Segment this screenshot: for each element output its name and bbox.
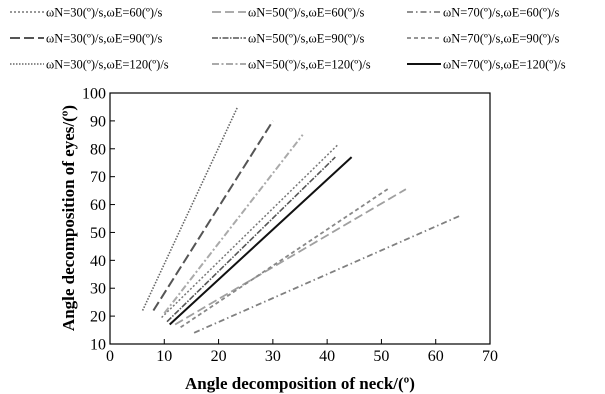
series-line-6 xyxy=(180,187,391,329)
series-line-9 xyxy=(169,156,353,326)
y-tick-label: 70 xyxy=(90,169,106,186)
legend-label: ωN=50(º)/s,ωE=120(º)/s xyxy=(248,58,371,72)
legend-item: ωN=70(º)/s,ωE=120(º)/s xyxy=(407,58,566,72)
x-tick-label: 30 xyxy=(265,348,281,365)
series-line-7 xyxy=(141,106,239,311)
x-tick-label: 20 xyxy=(211,348,227,365)
legend-label: ωN=70(º)/s,ωE=120(º)/s xyxy=(443,58,566,72)
x-tick-label: 10 xyxy=(156,348,172,365)
legend-item: ωN=50(º)/s,ωE=90(º)/s xyxy=(212,32,365,46)
legend-label: ωN=50(º)/s,ωE=90(º)/s xyxy=(248,32,365,46)
legend-label: ωN=30(º)/s,ωE=120(º)/s xyxy=(46,58,169,72)
legend-item: ωN=50(º)/s,ωE=120(º)/s xyxy=(212,58,371,72)
series-lines xyxy=(141,106,461,334)
y-tick-label: 80 xyxy=(90,141,106,158)
x-tick-label: 40 xyxy=(319,348,335,365)
series-line-1 xyxy=(161,144,339,319)
series-line-2 xyxy=(174,188,407,326)
y-tick-label: 40 xyxy=(90,253,106,270)
y-tick-label: 30 xyxy=(90,281,106,298)
y-tick-label: 20 xyxy=(90,309,106,326)
series-line-8 xyxy=(163,134,304,314)
legend: ωN=30(º)/s,ωE=60(º)/s ωN=50(º)/s,ωE=60(º)… xyxy=(10,6,566,72)
legend-item: ωN=30(º)/s,ωE=90(º)/s xyxy=(10,32,163,46)
x-tick-label: 60 xyxy=(428,348,444,365)
y-tick-label: 50 xyxy=(90,225,106,242)
legend-label: ωN=70(º)/s,ωE=90(º)/s xyxy=(443,32,560,46)
x-tick-label: 50 xyxy=(373,348,389,365)
plot-frame xyxy=(109,92,491,345)
x-tick-label: 0 xyxy=(106,348,114,365)
series-line-4 xyxy=(152,120,274,312)
legend-label: ωN=30(º)/s,ωE=90(º)/s xyxy=(46,32,163,46)
legend-item: ωN=30(º)/s,ωE=60(º)/s xyxy=(10,6,163,20)
x-axis-label: Angle decomposition of neck/(º) xyxy=(185,374,415,393)
plot-area xyxy=(109,92,491,345)
y-tick-label: 90 xyxy=(90,113,106,130)
series-line-3 xyxy=(193,214,461,334)
series-line-5 xyxy=(166,156,336,323)
y-tick-label: 60 xyxy=(90,197,106,214)
x-tick-label: 70 xyxy=(482,348,498,365)
legend-item: ωN=30(º)/s,ωE=120(º)/s xyxy=(10,58,169,72)
legend-label: ωN=50(º)/s,ωE=60(º)/s xyxy=(248,6,365,20)
y-tick-label: 10 xyxy=(90,337,106,354)
legend-item: ωN=70(º)/s,ωE=90(º)/s xyxy=(407,32,560,46)
legend-item: ωN=70(º)/s,ωE=60(º)/s xyxy=(407,6,560,20)
y-axis-ticks: 10 20 30 40 50 60 70 80 90 100 xyxy=(82,86,115,354)
y-axis-label: Angle decomposition of eyes/(º) xyxy=(59,105,78,331)
legend-label: ωN=70(º)/s,ωE=60(º)/s xyxy=(443,6,560,20)
y-tick-label: 100 xyxy=(82,86,106,103)
legend-item: ωN=50(º)/s,ωE=60(º)/s xyxy=(212,6,365,20)
legend-label: ωN=30(º)/s,ωE=60(º)/s xyxy=(46,6,163,20)
x-axis-ticks: 0 10 20 30 40 50 60 70 xyxy=(106,339,498,365)
